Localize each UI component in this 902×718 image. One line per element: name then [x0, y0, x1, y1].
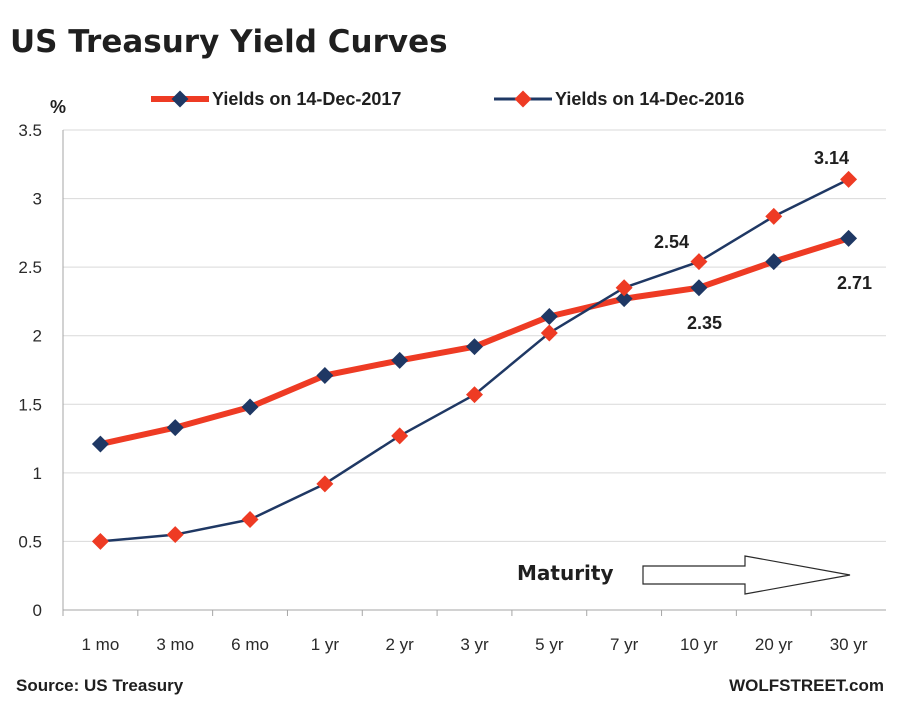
y-tick-label: 2.5	[18, 258, 42, 277]
x-tick-label: 1 yr	[311, 635, 340, 654]
y-tick-label: 2	[33, 327, 42, 346]
legend-label-2017: Yields on 14-Dec-2017	[212, 89, 401, 109]
annotation-10yr-2017: 2.35	[687, 313, 722, 333]
chart-title: US Treasury Yield Curves	[10, 24, 448, 60]
y-tick-label: 0	[33, 601, 42, 620]
annotation-30yr-2016: 3.14	[814, 148, 849, 168]
data-point	[690, 253, 708, 271]
data-point	[615, 279, 633, 297]
x-tick-label: 10 yr	[680, 635, 718, 654]
data-point	[615, 290, 633, 308]
data-point	[540, 324, 558, 342]
x-axis-ticks: 1 mo 3 mo 6 mo 1 yr 2 yr 3 yr 5 yr 7 yr 10 yr 20 …	[62, 610, 868, 654]
data-point	[466, 386, 483, 404]
legend-marker-2017	[171, 90, 189, 108]
y-axis-unit-label: %	[50, 97, 66, 117]
series-1	[91, 170, 858, 550]
legend: Yields on 14-Dec-2017 Yields on 14-Dec-2…	[151, 89, 744, 109]
legend-label-2016: Yields on 14-Dec-2016	[555, 89, 744, 109]
legend-marker-2016	[514, 90, 532, 108]
data-point	[166, 419, 184, 437]
maturity-arrow: Maturity	[517, 555, 851, 595]
maturity-label: Maturity	[517, 561, 614, 585]
x-tick-label: 6 mo	[231, 635, 269, 654]
x-tick-label: 3 yr	[460, 635, 489, 654]
data-point	[466, 338, 483, 356]
data-point	[316, 475, 334, 493]
y-tick-label: 1.5	[18, 395, 42, 414]
data-point	[391, 427, 409, 445]
x-tick-label: 30 yr	[830, 635, 868, 654]
x-tick-label: 20 yr	[755, 635, 793, 654]
x-tick-label: 2 yr	[386, 635, 415, 654]
brand-label: WOLFSTREET.com	[729, 676, 884, 695]
y-tick-label: 3.5	[18, 121, 42, 140]
x-tick-label: 3 mo	[156, 635, 194, 654]
right-arrow-icon	[642, 555, 851, 595]
gridlines	[62, 129, 886, 611]
y-axis-ticks: 0 0.5 1 1.5 2 2.5 3 3.5	[18, 121, 42, 620]
source-label: Source: US Treasury	[16, 676, 184, 695]
data-point	[241, 511, 259, 528]
series-line	[100, 178, 850, 543]
data-point	[690, 279, 708, 297]
data-point	[840, 170, 858, 188]
y-tick-label: 3	[33, 190, 42, 209]
data-point	[391, 351, 409, 369]
data-point	[540, 308, 558, 325]
data-point	[241, 398, 259, 416]
data-point	[316, 367, 334, 384]
data-point	[166, 526, 184, 544]
annotation-10yr-2016: 2.54	[654, 232, 689, 252]
data-point	[765, 253, 783, 271]
data-point	[765, 207, 783, 225]
annotation-30yr-2017: 2.71	[837, 273, 872, 293]
data-point	[91, 532, 109, 550]
x-tick-label: 5 yr	[535, 635, 564, 654]
y-tick-label: 0.5	[18, 532, 42, 551]
x-tick-label: 1 mo	[82, 635, 120, 654]
series-0	[91, 229, 858, 453]
x-tick-label: 7 yr	[610, 635, 639, 654]
data-point	[840, 229, 858, 247]
series-layer	[91, 170, 858, 550]
y-tick-label: 1	[33, 464, 42, 483]
data-point	[91, 435, 109, 453]
